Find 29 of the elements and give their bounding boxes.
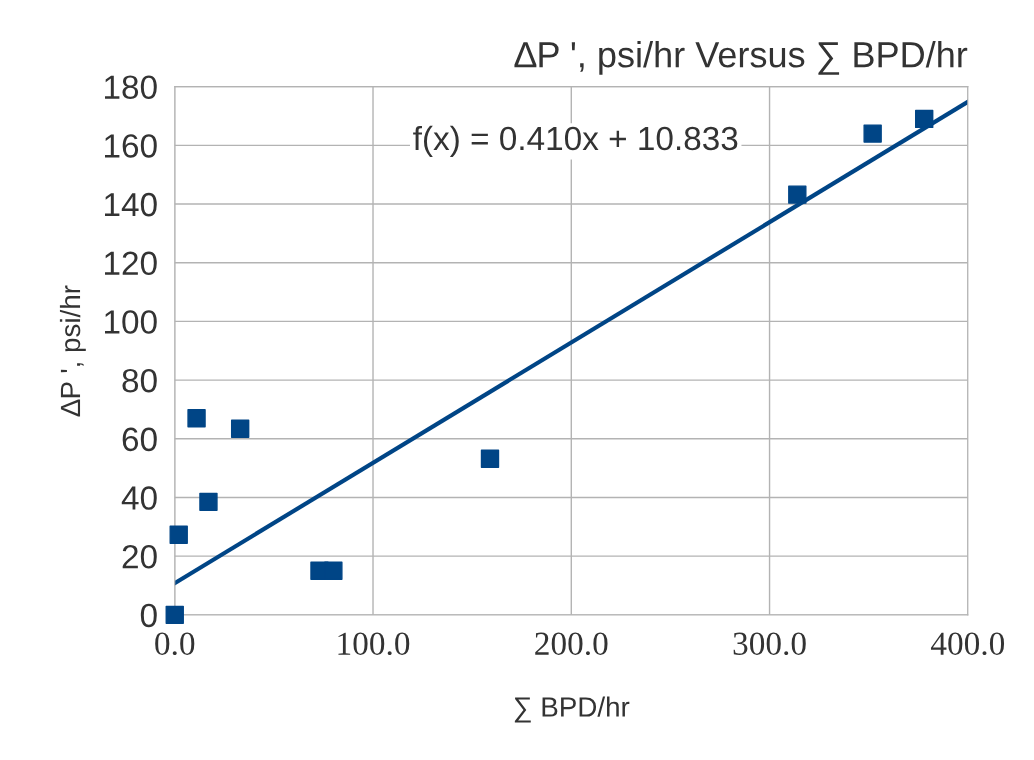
x-tick-label: 0.0	[155, 632, 195, 656]
x-tick-label: 100.0	[338, 632, 410, 656]
point	[788, 185, 807, 204]
y-tick-label: 120	[105, 251, 157, 276]
y-tick-label: 180	[105, 75, 157, 100]
y-tick-label: 140	[105, 192, 157, 217]
y-tick-label: 20	[122, 544, 157, 569]
point	[863, 124, 882, 143]
point	[230, 419, 250, 438]
x-tick-label: 300.0	[733, 632, 806, 656]
point	[915, 109, 934, 129]
y-tick-label: 0	[140, 603, 157, 628]
y-tick-label: 60	[122, 427, 157, 452]
y-tick-label: 40	[121, 486, 157, 510]
annotation: f(x) = 0.410x + 10.833	[413, 125, 738, 157]
point	[187, 409, 206, 428]
point	[165, 605, 184, 625]
y-tick-label: 100	[105, 310, 157, 334]
x-tick-label: 200.0	[535, 632, 608, 656]
point	[199, 492, 218, 512]
x-tick-label: 400.0	[930, 632, 1005, 656]
chart-title: ∆P ', psi/hr Versus ∑ BPD/hr	[514, 41, 968, 75]
point	[169, 525, 188, 544]
y-tick-label: 80	[122, 368, 157, 393]
y-axis-title: ∆P ', psi/hr	[59, 285, 86, 417]
x-axis-title: ∑ BPD/hr	[514, 696, 630, 723]
point	[324, 561, 343, 581]
point	[480, 449, 500, 468]
y-tick-label: 160	[105, 134, 157, 158]
